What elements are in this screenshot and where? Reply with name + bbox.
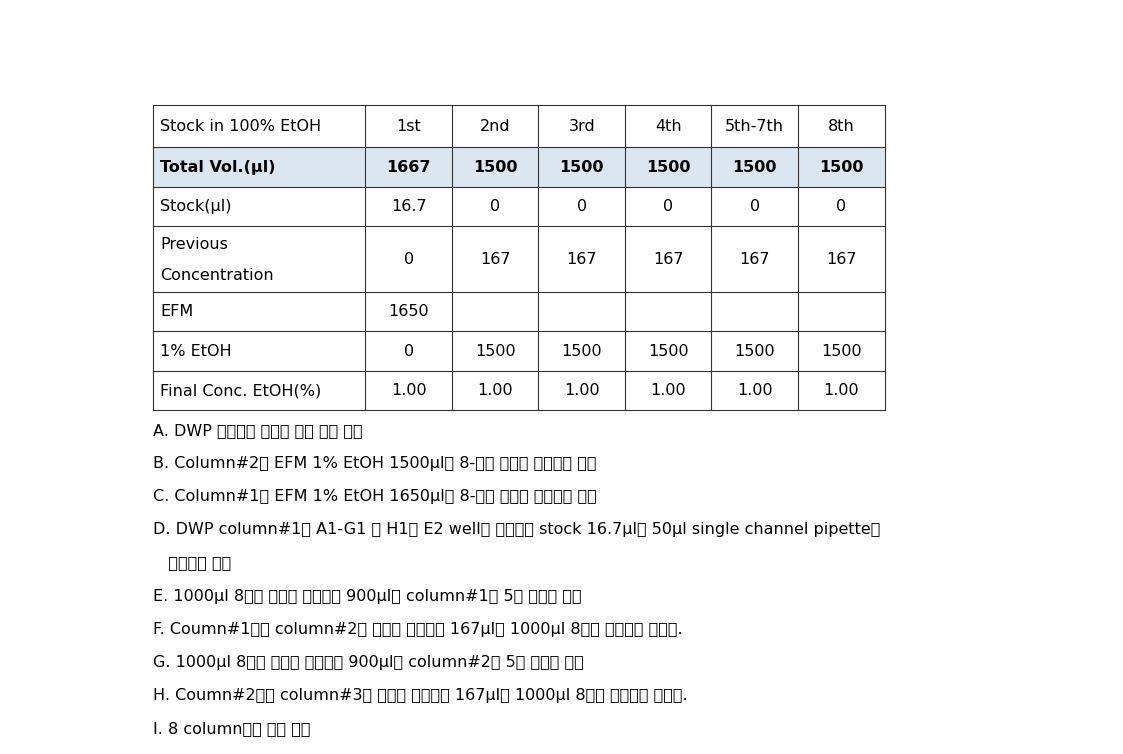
Text: H. Coumn#2에서 column#3로 혼합된 시험물질 167μl를 1000μl 8체널 피펫으로 옥기다.: H. Coumn#2에서 column#3로 혼합된 시험물질 167μl를 1… — [154, 688, 688, 703]
Text: F. Coumn#1에서 column#2로 혼합된 시험물질 167μl를 1000μl 8체널 피펫으로 옵기다.: F. Coumn#1에서 column#2로 혼합된 시험물질 167μl를 1… — [154, 622, 683, 636]
Text: 0: 0 — [750, 199, 760, 214]
Text: 167: 167 — [827, 252, 857, 267]
Text: D. DWP column#1의 A1-G1 및 H1의 E2 well에 시험물질 stock 16.7μl를 50μl single channel pip: D. DWP column#1의 A1-G1 및 H1의 E2 well에 시험… — [154, 523, 880, 538]
Text: 1st: 1st — [396, 118, 421, 133]
Text: 1500: 1500 — [473, 160, 518, 175]
Text: 0: 0 — [576, 199, 587, 214]
Text: 1500: 1500 — [648, 344, 688, 359]
Text: 5th-7th: 5th-7th — [725, 118, 784, 133]
Text: 0: 0 — [837, 199, 847, 214]
Text: B. Column#2에 EFM 1% EtOH 1500μl를 8-체널 피펫을 이용하여 분배: B. Column#2에 EFM 1% EtOH 1500μl를 8-체널 피펫… — [154, 456, 597, 471]
Text: C. Column#1에 EFM 1% EtOH 1650μl를 8-체널 피펫을 이용하여 분배: C. Column#1에 EFM 1% EtOH 1650μl를 8-체널 피펫… — [154, 489, 597, 504]
Text: Stock in 100% EtOH: Stock in 100% EtOH — [161, 118, 321, 133]
Bar — [154, 147, 885, 187]
Text: 167: 167 — [480, 252, 511, 267]
Text: 2nd: 2nd — [480, 118, 511, 133]
Text: 167: 167 — [652, 252, 684, 267]
Text: Concentration: Concentration — [161, 268, 274, 283]
Text: I. 8 column가지 반복 희석: I. 8 column가지 반복 희석 — [154, 721, 311, 736]
Text: EFM: EFM — [161, 304, 193, 319]
Text: 1500: 1500 — [559, 160, 604, 175]
Text: 1% EtOH: 1% EtOH — [161, 344, 232, 359]
Text: A. DWP 실험목적 일정과 함께 앎뒤 표기: A. DWP 실험목적 일정과 함께 앎뒤 표기 — [154, 423, 363, 438]
Text: Previous: Previous — [161, 238, 228, 252]
Text: 1500: 1500 — [562, 344, 602, 359]
Text: 1.00: 1.00 — [477, 383, 513, 398]
Text: 3rd: 3rd — [568, 118, 595, 133]
Text: 1500: 1500 — [732, 160, 777, 175]
Text: 1500: 1500 — [475, 344, 515, 359]
Text: 1500: 1500 — [821, 344, 861, 359]
Text: 16.7: 16.7 — [391, 199, 427, 214]
Text: Stock(μl): Stock(μl) — [161, 199, 231, 214]
Text: Total Vol.(μl): Total Vol.(μl) — [161, 160, 276, 175]
Text: 1500: 1500 — [646, 160, 691, 175]
Text: E. 1000μl 8체널 피펫을 이용하여 900μl로 column#1을 5회 용액을 혼합: E. 1000μl 8체널 피펫을 이용하여 900μl로 column#1을 … — [154, 589, 582, 604]
Text: 1.00: 1.00 — [737, 383, 773, 398]
Text: 4th: 4th — [655, 118, 682, 133]
Text: 0: 0 — [403, 252, 413, 267]
Text: 8th: 8th — [828, 118, 855, 133]
Text: Final Conc. EtOH(%): Final Conc. EtOH(%) — [161, 383, 321, 398]
Text: 1667: 1667 — [386, 160, 431, 175]
Text: 이용하여 처리: 이용하여 처리 — [154, 556, 231, 571]
Text: 1.00: 1.00 — [823, 383, 859, 398]
Text: G. 1000μl 8체널 피펫을 이용하여 900μl로 column#2를 5회 용액을 혼합: G. 1000μl 8체널 피펫을 이용하여 900μl로 column#2를 … — [154, 654, 584, 670]
Text: 0: 0 — [403, 344, 413, 359]
Text: 167: 167 — [566, 252, 597, 267]
Text: 0: 0 — [664, 199, 674, 214]
Text: 0: 0 — [490, 199, 500, 214]
Text: 1650: 1650 — [389, 304, 429, 319]
Text: 167: 167 — [739, 252, 770, 267]
Text: 1.00: 1.00 — [564, 383, 600, 398]
Text: 1.00: 1.00 — [650, 383, 686, 398]
Text: 1500: 1500 — [734, 344, 775, 359]
Text: 1.00: 1.00 — [391, 383, 427, 398]
Text: 1500: 1500 — [819, 160, 864, 175]
